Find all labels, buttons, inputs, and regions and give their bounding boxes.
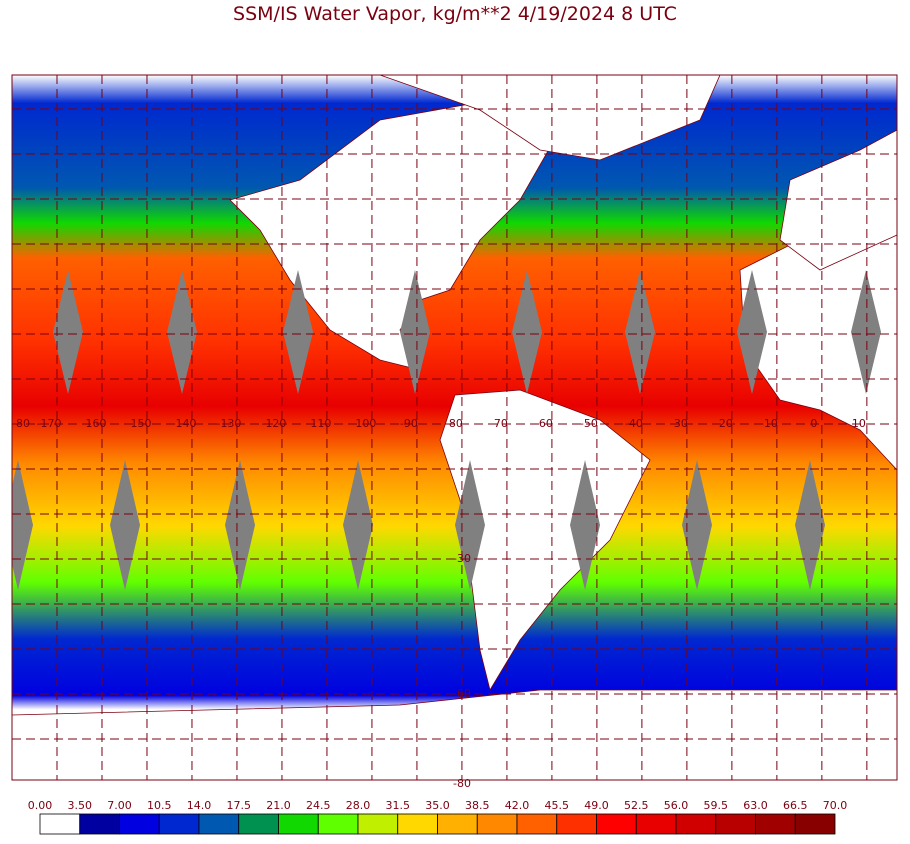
swath-gap (343, 460, 373, 590)
colorbar-swatch (198, 813, 240, 835)
colorbar-swatch (79, 813, 120, 835)
swath-gap (570, 460, 600, 590)
colorbar-swatch (635, 813, 677, 835)
colorbar-label: 10.5 (147, 799, 172, 812)
colorbar-swatch (397, 813, 438, 835)
colorbar-label: 45.5 (545, 799, 570, 812)
longitude-label: -80 (445, 417, 463, 430)
colorbar-swatch (596, 813, 637, 835)
longitude-label: -170 (37, 417, 62, 430)
swath-gap (12, 460, 33, 590)
colorbar-label: 17.5 (227, 799, 252, 812)
map (12, 75, 897, 780)
swath-gap (851, 270, 881, 394)
north-america (229, 94, 561, 371)
colorbar-label: 0.00 (28, 799, 53, 812)
colorbar-swatch (437, 813, 478, 835)
colorbar-swatch (556, 813, 597, 835)
longitude-label: -50 (580, 417, 598, 430)
swath-gap (682, 460, 712, 590)
colorbar-label: 14.0 (187, 799, 212, 812)
colorbar-swatch (158, 813, 200, 835)
map-border (11, 74, 898, 781)
latitude-label: -60 (453, 687, 471, 700)
title: SSM/IS Water Vapor, kg/m**2 4/19/2024 8 … (233, 3, 677, 25)
swath-gap (455, 460, 485, 590)
colorbar-label: 7.00 (107, 799, 132, 812)
longitude-label: -40 (625, 417, 643, 430)
colorbar-label: 70.0 (823, 799, 848, 812)
longitude-label: -20 (715, 417, 733, 430)
colorbar-label: 56.0 (664, 799, 689, 812)
latitude-label: -80 (453, 777, 471, 790)
longitude-label: 0 (810, 417, 817, 430)
latitude-label: -30 (453, 552, 471, 565)
colorbar-label: 63.0 (743, 799, 768, 812)
longitude-label: 10 (852, 417, 866, 430)
colorbar-swatch (238, 813, 279, 835)
longitude-label: -110 (306, 417, 331, 430)
longitude-label: -70 (490, 417, 508, 430)
colorbar-label: 31.5 (386, 799, 411, 812)
colorbar-swatch (516, 813, 558, 835)
longitude-label: -160 (82, 417, 107, 430)
longitude-label: -60 (535, 417, 553, 430)
colorbar-swatch (357, 813, 399, 835)
swath-gap (225, 460, 255, 590)
colorbar-label: 3.50 (68, 799, 93, 812)
swath-gap (795, 460, 825, 590)
swath-gap (167, 270, 197, 394)
longitude-label: 80 (16, 417, 30, 430)
swath-gap (53, 270, 83, 394)
colorbar-label: 59.5 (704, 799, 729, 812)
longitude-label: -140 (171, 417, 196, 430)
swath-gap (283, 270, 313, 394)
swath-gap (512, 270, 542, 394)
swath-gap (625, 270, 655, 394)
longitude-label: -90 (400, 417, 418, 430)
longitude-label: -130 (216, 417, 241, 430)
swath-gap (400, 270, 430, 394)
longitude-label: -10 (760, 417, 778, 430)
colorbar-label: 49.0 (584, 799, 609, 812)
colorbar-label: 21.0 (266, 799, 291, 812)
south-america (439, 389, 651, 692)
antarctica (12, 689, 897, 780)
colorbar-label: 24.5 (306, 799, 331, 812)
colorbar-label: 52.5 (624, 799, 649, 812)
longitude-label: -150 (126, 417, 151, 430)
swath-gap (110, 460, 140, 590)
swath-gap (737, 270, 767, 394)
colorbar-label: 42.0 (505, 799, 530, 812)
longitude-label: -30 (670, 417, 688, 430)
colorbar-label: 66.5 (783, 799, 808, 812)
colorbar-swatch (794, 813, 836, 835)
colorbar-swatch (755, 813, 796, 835)
europe (779, 129, 897, 271)
longitude-label: -120 (261, 417, 286, 430)
colorbar-label: 28.0 (346, 799, 371, 812)
colorbar-label: 35.0 (425, 799, 450, 812)
colorbar-swatch (317, 813, 359, 835)
colorbar-swatch (278, 813, 319, 835)
longitude-label: -100 (351, 417, 376, 430)
colorbar-swatch (715, 813, 756, 835)
colorbar-label: 38.5 (465, 799, 490, 812)
colorbar-swatch (675, 813, 717, 835)
colorbar-swatch (476, 813, 518, 835)
arctic (379, 75, 721, 161)
colorbar-swatch (39, 813, 81, 835)
colorbar-swatch (119, 813, 160, 835)
